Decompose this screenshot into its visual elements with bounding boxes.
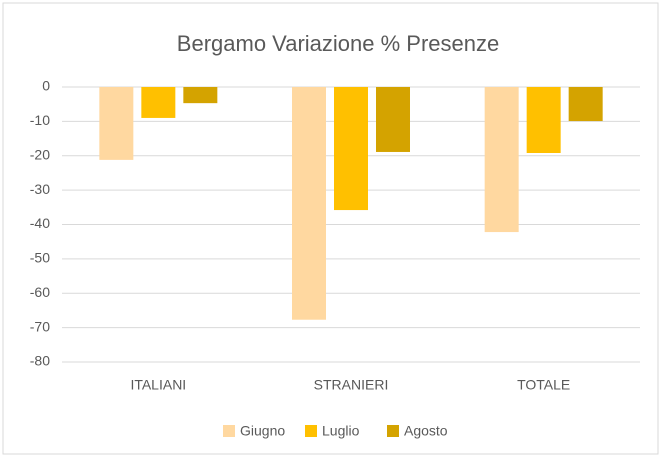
legend-swatch [223,425,235,437]
bar [183,87,218,104]
chart-title: Bergamo Variazione % Presenze [177,31,499,56]
y-tick-label: -10 [30,112,50,128]
x-tick-label: STRANIERI [314,377,389,393]
bar [292,87,326,320]
bar [526,87,561,153]
y-tick-label: -80 [30,353,50,369]
y-tick-label: -60 [30,284,50,300]
legend-label: Agosto [404,423,448,439]
y-tick-label: -50 [30,250,50,266]
bar [484,87,519,233]
bar [568,87,603,122]
y-tick-label: -40 [30,215,50,231]
bar [376,87,410,152]
legend-label: Luglio [322,423,360,439]
legend-swatch [305,425,317,437]
legend-label: Giugno [240,423,285,439]
bar [99,87,134,160]
legend-swatch [387,425,399,437]
x-tick-label: ITALIANI [130,377,186,393]
bar [141,87,176,118]
y-tick-label: 0 [42,78,50,94]
bar [334,87,368,211]
x-tick-label: TOTALE [517,377,570,393]
y-tick-label: -30 [30,181,50,197]
y-tick-label: -70 [30,318,50,334]
y-tick-label: -20 [30,146,50,162]
